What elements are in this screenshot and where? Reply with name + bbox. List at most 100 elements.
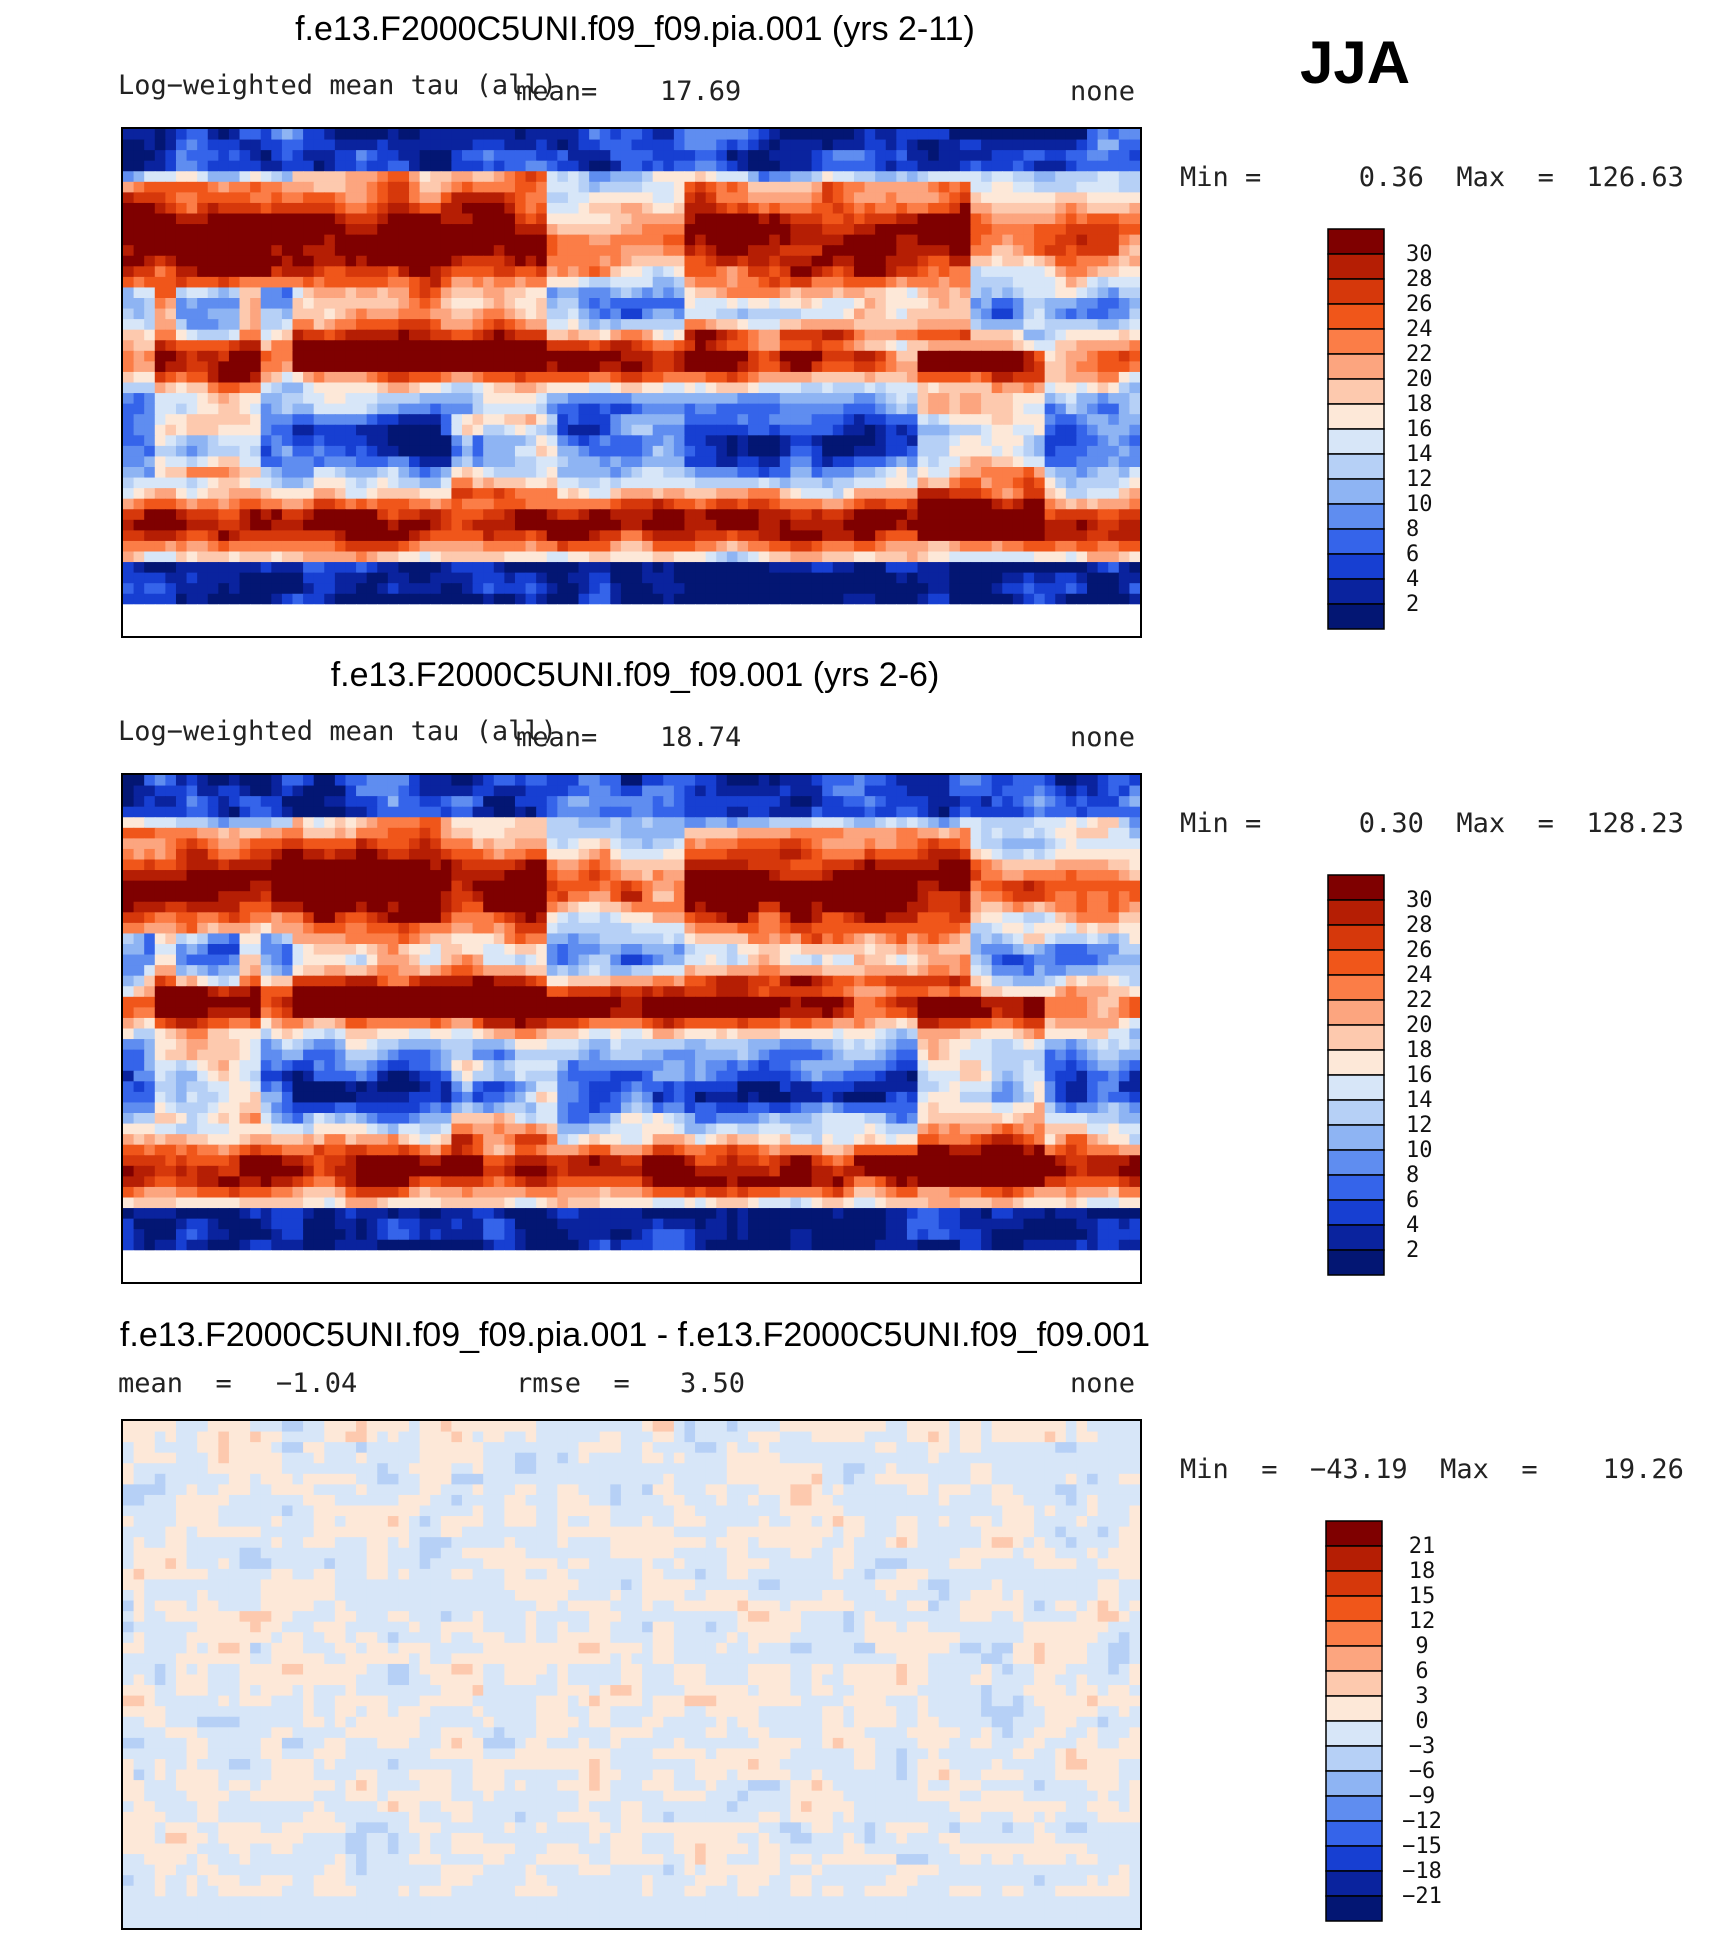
field-cell — [938, 785, 950, 797]
field-cell — [462, 477, 474, 489]
field-cell — [271, 604, 283, 616]
field-cell — [123, 171, 135, 183]
field-cell — [970, 593, 982, 605]
field-cell — [1055, 785, 1067, 797]
field-cell — [748, 224, 760, 236]
field-cell — [1129, 477, 1140, 489]
field-cell — [832, 403, 844, 415]
field-cell — [472, 276, 484, 289]
field-cell — [620, 498, 633, 510]
field-cell — [885, 350, 897, 362]
field-cell — [228, 604, 241, 616]
field-cell — [769, 361, 781, 373]
field-cell — [387, 393, 400, 405]
field-cell — [1023, 213, 1035, 225]
field-cell — [334, 593, 347, 605]
field-cell — [769, 477, 781, 489]
field-cell — [409, 806, 421, 818]
field-cell — [504, 266, 516, 278]
field-cell — [726, 593, 739, 605]
field-cell — [250, 213, 262, 225]
field-cell — [483, 625, 495, 636]
field-cell — [123, 139, 135, 151]
field-cell — [377, 583, 389, 595]
field-cell — [462, 403, 474, 415]
field-cell — [822, 192, 834, 204]
field-cell — [853, 298, 866, 310]
field-cell — [387, 213, 400, 225]
field-cell — [440, 192, 452, 204]
field-cell — [525, 350, 537, 362]
field-cell — [165, 604, 177, 616]
field-cell — [1087, 181, 1099, 193]
field-cell — [726, 350, 739, 362]
field-cell — [928, 371, 940, 384]
field-cell — [748, 266, 760, 278]
field-cell — [811, 604, 823, 616]
field-cell — [472, 340, 484, 352]
field-cell — [758, 593, 770, 605]
field-cell — [133, 593, 145, 605]
field-cell — [1129, 551, 1140, 563]
field-cell — [292, 488, 304, 500]
field-cell — [514, 255, 527, 267]
colorbar-swatch — [1327, 228, 1385, 255]
field-cell — [366, 340, 378, 352]
field-cell — [175, 562, 188, 574]
field-cell — [1023, 371, 1035, 384]
field-cell — [779, 796, 791, 808]
field-cell — [430, 181, 442, 193]
field-cell — [1129, 445, 1140, 458]
field-cell — [779, 202, 791, 215]
field-cell — [493, 477, 505, 489]
field-cell — [578, 530, 590, 542]
field-cell — [567, 551, 580, 563]
field-cell — [324, 625, 336, 636]
field-cell — [228, 414, 241, 426]
field-cell — [451, 445, 463, 458]
field-cell — [228, 224, 241, 236]
field-cell — [1034, 509, 1046, 521]
field-cell — [631, 150, 643, 162]
field-cell — [303, 393, 315, 405]
field-cell — [409, 393, 421, 405]
field-cell — [313, 625, 325, 636]
field-cell — [514, 785, 527, 797]
field-cell — [885, 150, 897, 162]
field-cell — [313, 340, 325, 352]
field-cell — [1129, 796, 1140, 808]
field-cell — [991, 467, 1003, 479]
field-cell — [334, 456, 347, 468]
field-cell — [758, 224, 770, 236]
field-cell — [387, 583, 400, 595]
field-cell — [536, 181, 548, 193]
field-cell — [462, 139, 474, 151]
field-cell — [1002, 350, 1014, 362]
field-cell — [1065, 625, 1078, 636]
field-cell — [451, 540, 463, 553]
field-cell — [1002, 319, 1014, 331]
field-cell — [610, 393, 622, 405]
field-cell — [1034, 540, 1046, 553]
field-cell — [684, 562, 696, 574]
field-cell — [303, 593, 315, 605]
field-cell — [483, 160, 495, 172]
field-cell — [250, 796, 262, 808]
field-cell — [705, 519, 717, 531]
field-cell — [620, 551, 633, 563]
field-cell — [281, 340, 294, 352]
field-cell — [864, 340, 876, 352]
field-cell — [197, 445, 209, 458]
field-cell — [1012, 477, 1025, 489]
field-cell — [525, 298, 537, 310]
field-cell — [811, 477, 823, 489]
field-cell — [970, 276, 982, 289]
field-cell — [462, 562, 474, 574]
field-cell — [493, 329, 505, 341]
field-cell — [620, 775, 633, 787]
field-cell — [324, 160, 336, 172]
field-cell — [779, 572, 791, 584]
field-cell — [324, 593, 336, 605]
field-cell — [1034, 435, 1046, 447]
field-cell — [207, 150, 219, 162]
